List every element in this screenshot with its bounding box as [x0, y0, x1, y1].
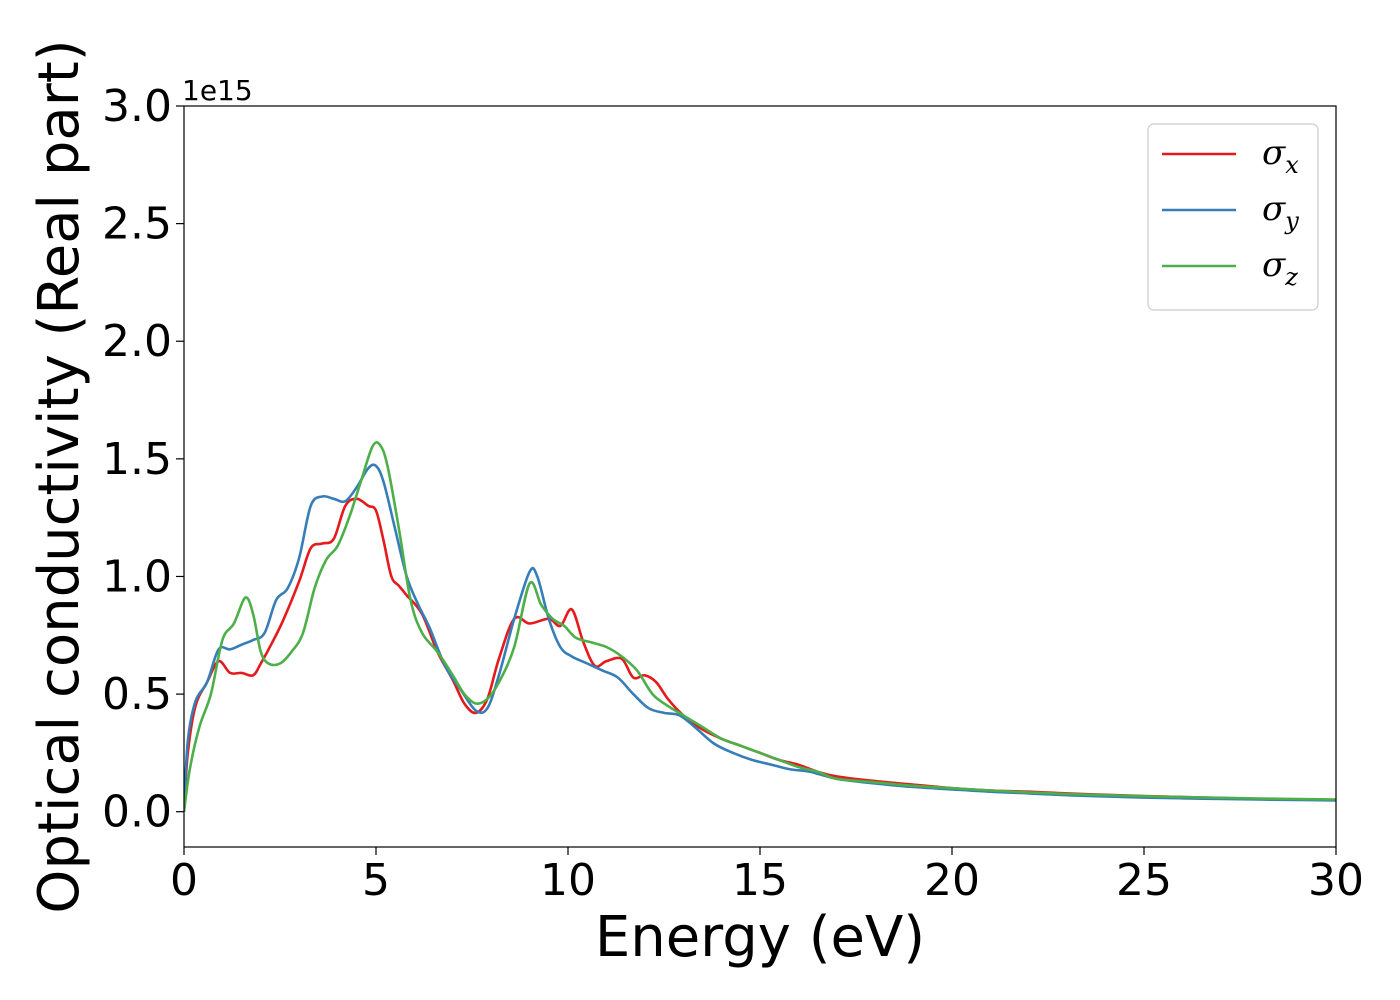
y-tick-label: 3.0 [102, 81, 172, 132]
y-tick-label: 1.5 [102, 434, 172, 485]
y-tick-label: 0.0 [102, 787, 172, 838]
plot-lines [184, 441, 1336, 812]
y-axis-title: Optical conductivity (Real part) [27, 39, 92, 913]
x-tick-label: 5 [362, 855, 390, 906]
x-tick-label: 30 [1308, 855, 1364, 906]
x-axis: 0 5 10 15 20 25 30 [170, 847, 1364, 906]
y-axis-offset-label: 1e15 [182, 74, 253, 107]
x-tick-label: 10 [540, 855, 596, 906]
y-tick-label: 2.0 [102, 316, 172, 367]
x-tick-label: 15 [732, 855, 788, 906]
x-axis-title: Energy (eV) [595, 905, 925, 970]
x-tick-label: 25 [1116, 855, 1172, 906]
y-tick-label: 2.5 [102, 199, 172, 250]
series-line-z [184, 441, 1336, 812]
x-tick-label: 0 [170, 855, 198, 906]
y-tick-label: 1.0 [102, 551, 172, 602]
x-tick-label: 20 [924, 855, 980, 906]
y-axis: 0.0 0.5 1.0 1.5 2.0 2.5 3.0 [102, 81, 184, 838]
legend-box [1147, 123, 1319, 311]
y-tick-label: 0.5 [102, 669, 172, 720]
